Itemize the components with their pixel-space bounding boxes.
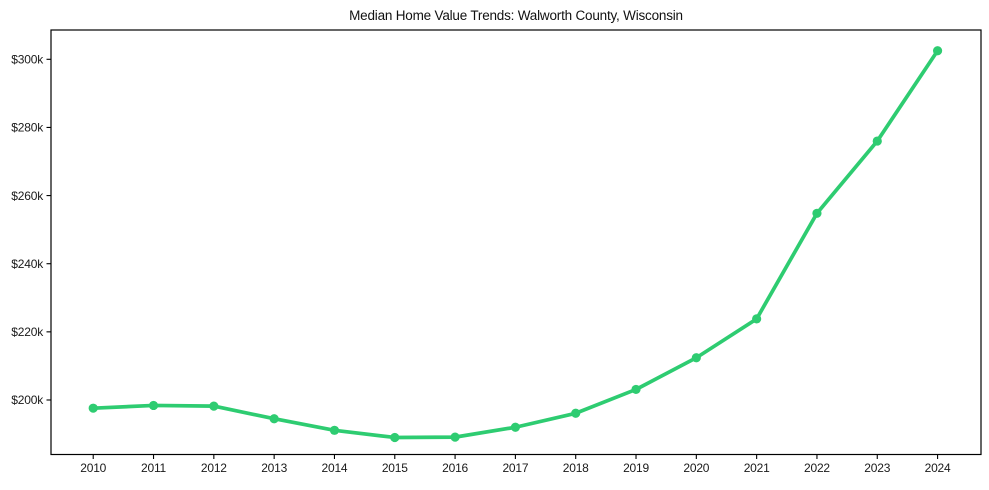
data-point-2013	[269, 414, 279, 424]
x-tick-label: 2015	[382, 461, 408, 475]
x-tick-label: 2024	[925, 461, 951, 475]
data-point-2010	[88, 403, 98, 413]
data-point-2014	[329, 425, 340, 435]
data-point-2022	[812, 208, 822, 218]
x-tick-label: 2014	[322, 461, 348, 475]
x-tick-label: 2017	[502, 461, 528, 475]
x-tick-label: 2012	[201, 461, 227, 475]
y-tick-label: $260k	[11, 189, 44, 203]
x-tick-label: 2018	[563, 461, 589, 475]
x-tick-label: 2021	[744, 461, 770, 475]
data-point-2023	[872, 136, 882, 146]
chart-title: Median Home Value Trends: Walworth Count…	[349, 8, 683, 23]
x-tick-label: 2022	[804, 461, 830, 475]
x-tick-label: 2019	[623, 461, 649, 475]
x-tick-label: 2023	[864, 461, 890, 475]
data-point-2024	[932, 46, 943, 56]
data-point-2018	[571, 408, 581, 418]
x-tick-label: 2016	[442, 461, 468, 475]
data-point-2015	[390, 432, 400, 443]
data-point-2016	[450, 432, 460, 442]
plot-border	[50, 29, 982, 456]
x-tick-label: 2020	[683, 461, 709, 475]
data-point-2017	[510, 422, 520, 432]
data-point-2021	[752, 314, 762, 324]
y-tick-label: $280k	[11, 121, 44, 135]
x-tick-label: 2011	[141, 461, 167, 475]
data-point-2011	[148, 400, 159, 411]
data-point-2019	[631, 384, 641, 395]
y-tick-label: $240k	[11, 257, 44, 271]
y-tick-label: $220k	[11, 325, 44, 339]
trend-line	[91, 48, 940, 440]
data-point-2020	[691, 353, 701, 363]
data-point-2012	[209, 401, 219, 411]
x-tick-label: 2013	[261, 461, 287, 475]
y-tick-label: $300k	[11, 52, 44, 66]
x-tick-label: 2010	[80, 461, 106, 475]
y-tick-label: $200k	[11, 393, 44, 407]
